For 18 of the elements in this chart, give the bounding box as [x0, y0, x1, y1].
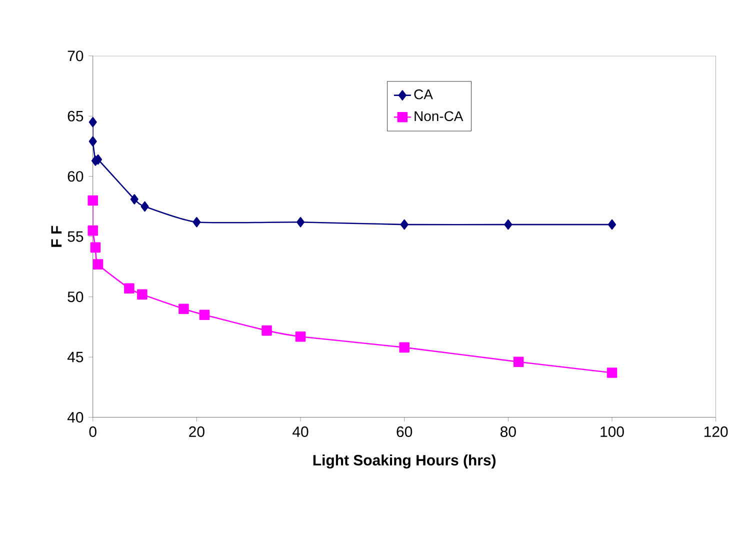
y-tick-label: 55	[68, 231, 84, 242]
legend-label: CA	[414, 89, 433, 100]
x-tick-label: 20	[189, 426, 204, 437]
y-tick-label: 40	[67, 412, 84, 423]
x-tick-label: 0	[89, 426, 96, 437]
y-tick-label: 65	[68, 110, 84, 122]
x-tick-label: 80	[500, 426, 516, 437]
y-tick-label: 45	[67, 352, 84, 362]
x-tick-label: 120	[704, 426, 728, 437]
y-tick-label: 60	[68, 171, 84, 182]
y-axis-title: F F	[51, 226, 62, 247]
x-tick-label: 40	[292, 426, 308, 437]
x-axis-title: Light Soaking Hours (hrs)	[313, 454, 496, 468]
y-tick-label: 50	[68, 291, 84, 302]
y-tick-label: 70	[68, 50, 84, 62]
x-tick-label: 100	[600, 426, 624, 437]
x-tick-label: 60	[396, 426, 412, 437]
legend-label: Non-CA	[414, 111, 464, 122]
